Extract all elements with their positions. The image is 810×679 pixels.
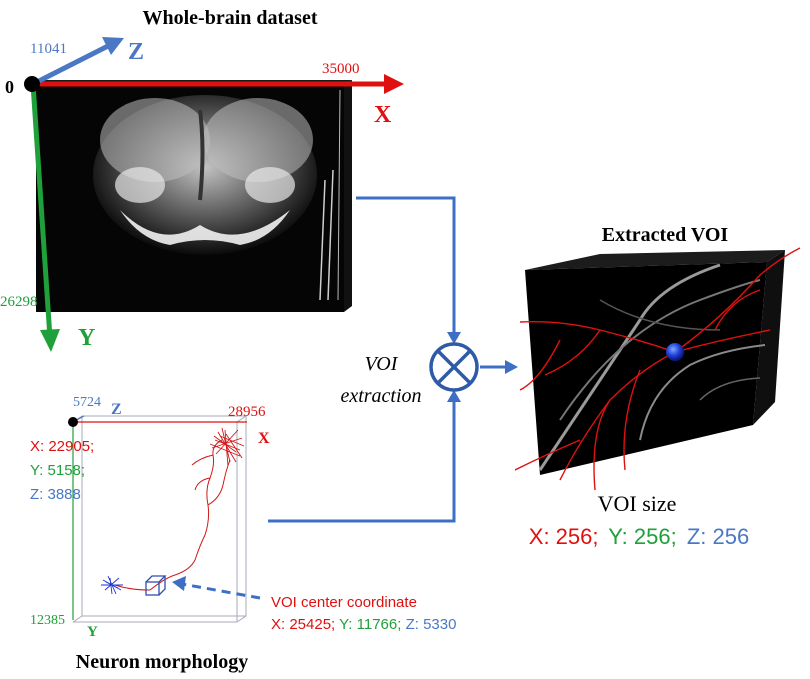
neuron-z-letter: Z [111, 401, 122, 418]
brain-x-max: 35000 [322, 61, 360, 77]
voi-size-x: X: 256; [529, 524, 599, 549]
brain-z-arrowhead [102, 37, 124, 55]
operation-label-line2: extraction [340, 385, 421, 407]
neuron-title: Neuron morphology [76, 651, 248, 673]
brain-z-axis [31, 42, 112, 87]
voi-center-pointer-head [172, 576, 186, 591]
neuron-tracing-image [101, 427, 245, 596]
brain-origin-dot [24, 76, 40, 92]
neuron-y-max: 12385 [30, 613, 65, 628]
neuron-offset-y: Y: 5158; [30, 462, 85, 479]
connector-from-brain [356, 196, 456, 336]
neuron-origin-dot [68, 417, 78, 427]
voi-center-values: X: 25425; Y: 11766; Z: 5330 [271, 616, 456, 633]
neuron-y-letter: Y [87, 624, 98, 640]
neuron-x-max: 28956 [228, 404, 266, 420]
neuron-bounding-box [71, 415, 248, 623]
voi-center-title: VOI center coordinate [271, 594, 417, 611]
voi-center-z: Z: 5330 [406, 616, 457, 633]
arrowhead-down [447, 332, 461, 344]
brain-x-letter: X [374, 102, 392, 128]
arrowhead-right [505, 360, 518, 374]
voi-cube-image [514, 247, 801, 491]
brain-origin-label: 0 [5, 77, 14, 97]
neuron-z-max: 5724 [73, 395, 101, 410]
voi-size-label: VOI size [598, 491, 677, 516]
extracted-title: Extracted VOI [602, 224, 729, 246]
neuron-x-letter: X [258, 430, 270, 447]
voi-size-y: Y: 256; [608, 524, 677, 549]
brain-y-letter: Y [78, 325, 95, 351]
arrowhead-up [447, 390, 461, 402]
neuron-offset-x: X: 22905; [30, 438, 94, 455]
brain-volume-image [36, 80, 352, 312]
voi-size-z: Z: 256 [687, 524, 749, 549]
whole-brain-title: Whole-brain dataset [143, 7, 318, 29]
brain-x-arrowhead [384, 74, 404, 94]
brain-z-max: 11041 [30, 41, 67, 57]
voi-center-y: Y: 11766; [339, 616, 401, 633]
voi-center-pointer [181, 582, 261, 600]
connector-from-neuron [268, 397, 456, 523]
brain-y-max: 26298 [0, 294, 38, 310]
brain-y-arrowhead [40, 329, 60, 352]
voi-size-values: X: 256; Y: 256; Z: 256 [529, 524, 749, 549]
extraction-operator-icon [429, 342, 479, 392]
voi-center-x: X: 25425; [271, 616, 335, 633]
brain-z-letter: Z [128, 39, 144, 65]
operation-label-line1: VOI [365, 353, 399, 375]
brain-y-axis [30, 83, 53, 339]
neuron-offset-z: Z: 3888 [30, 486, 81, 503]
connector-lines [268, 196, 506, 523]
